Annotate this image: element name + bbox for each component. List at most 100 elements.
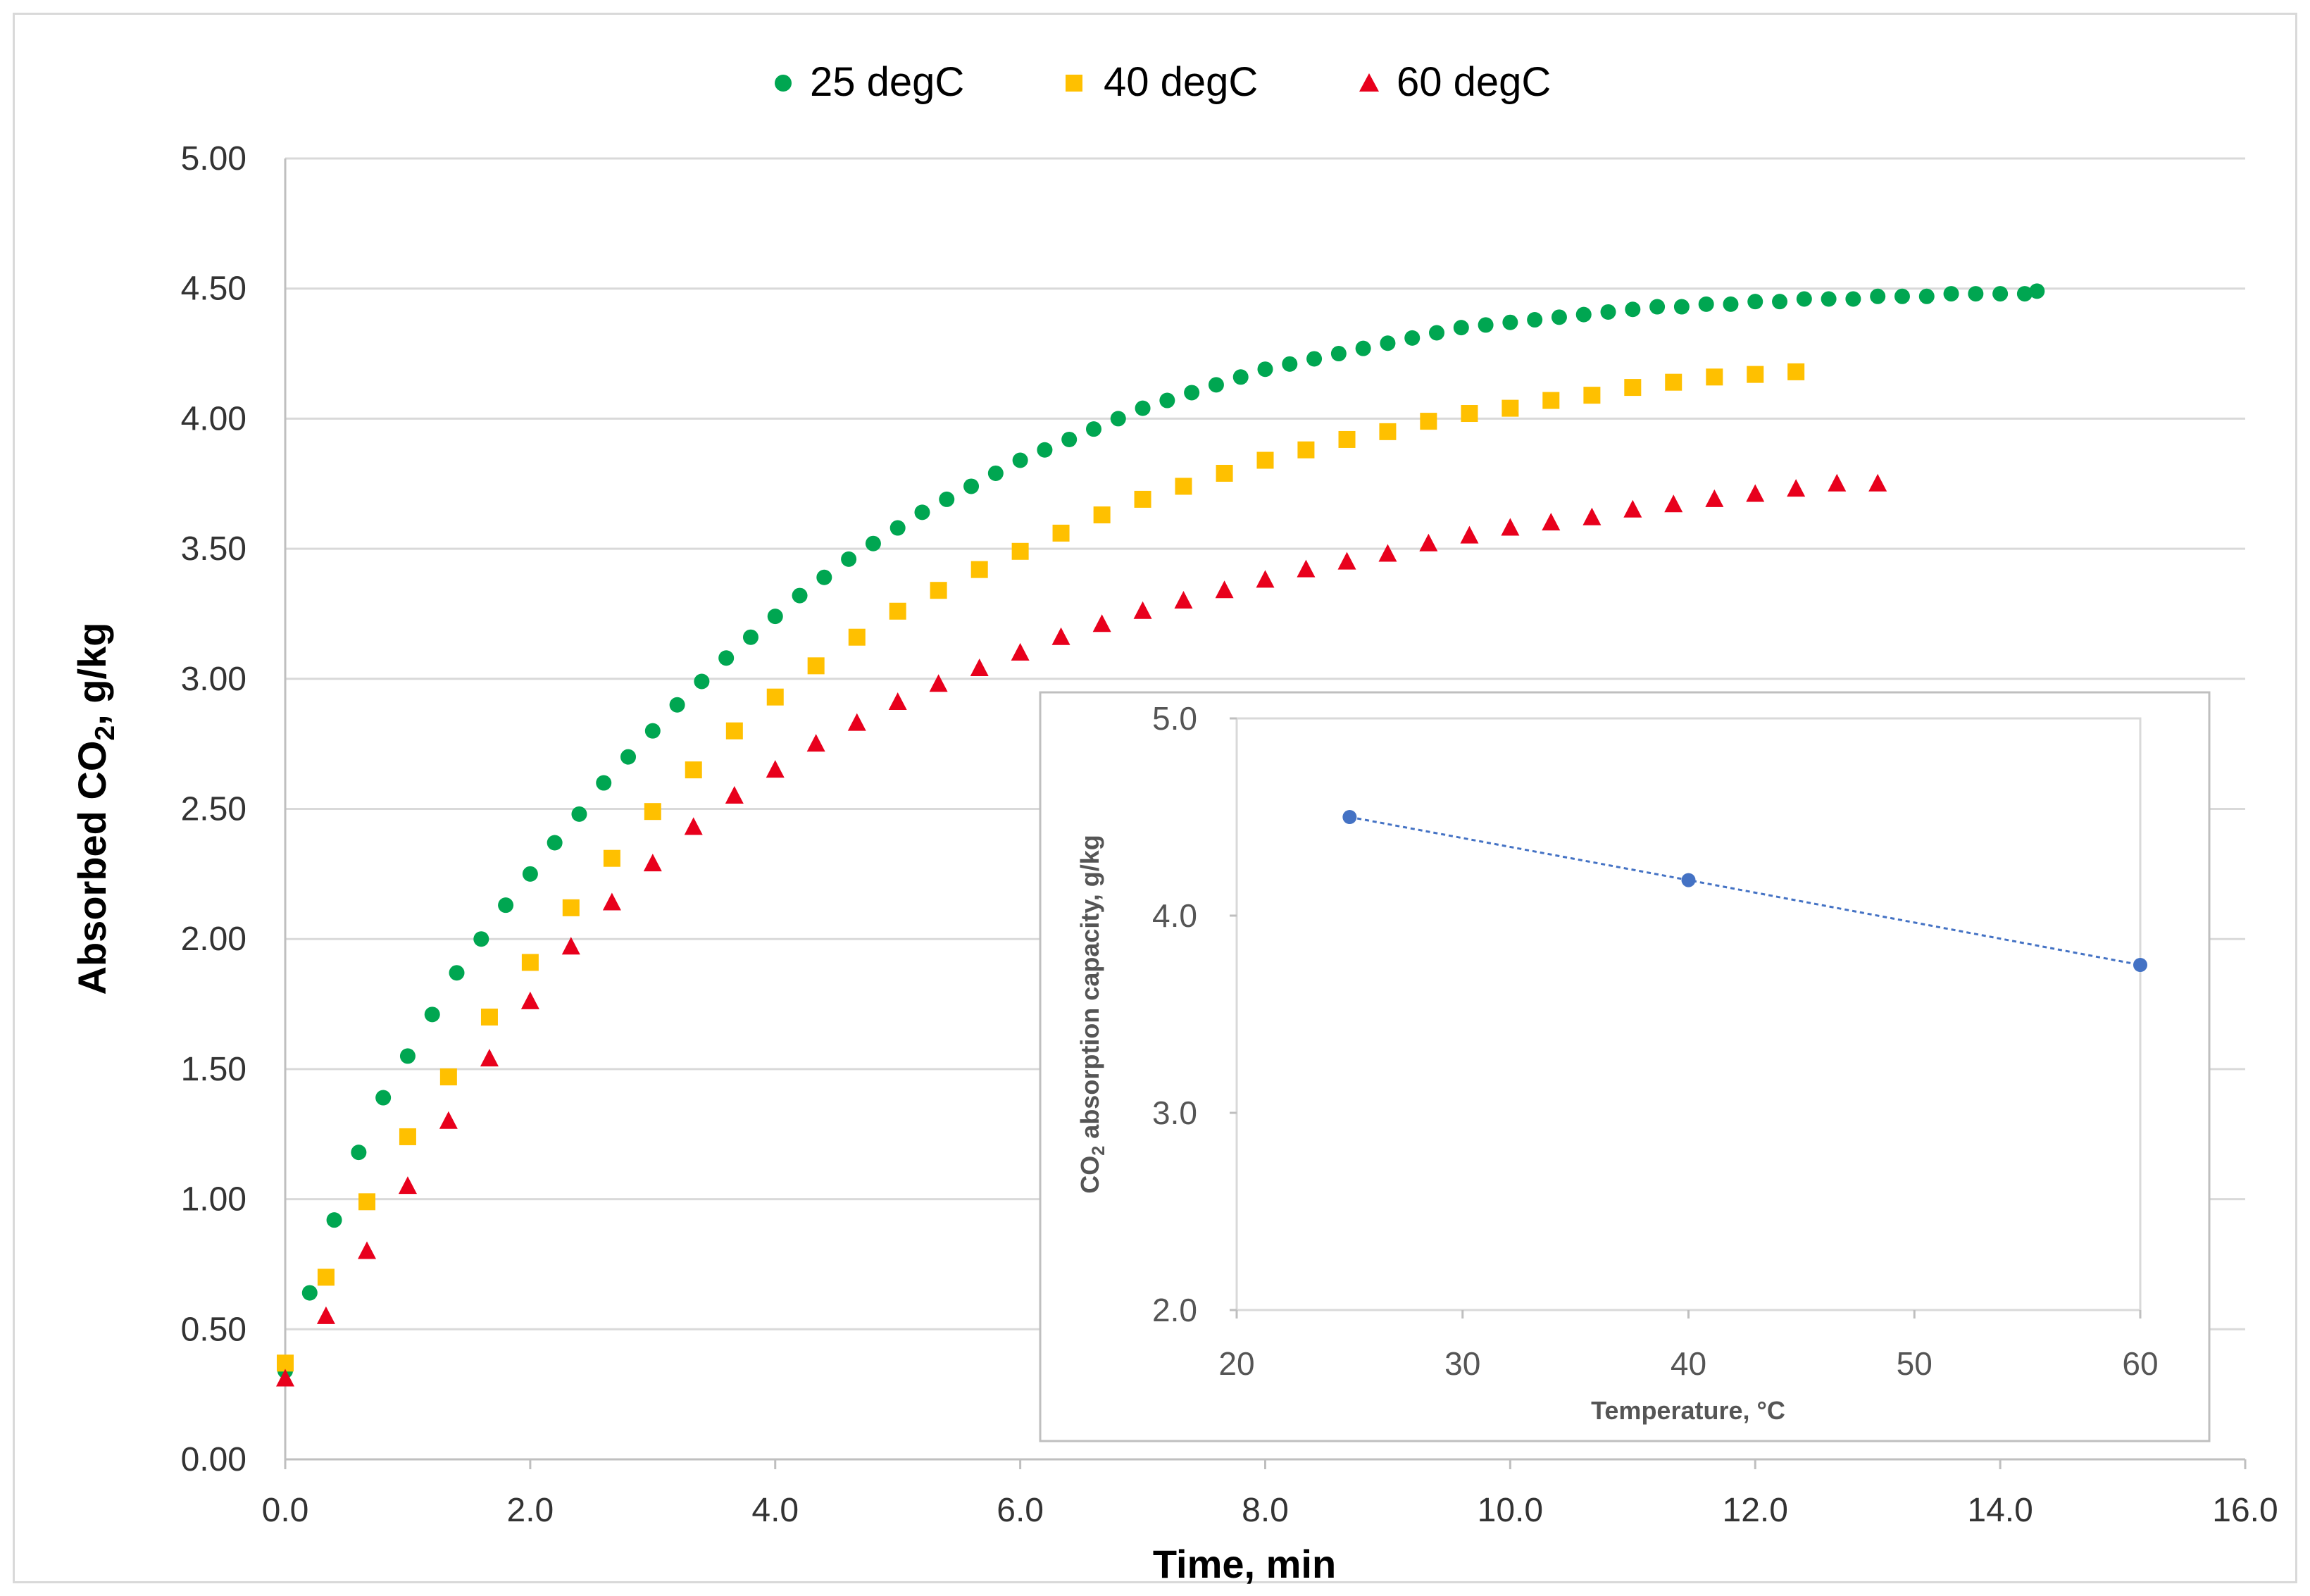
main-data-points: [276, 283, 2045, 1387]
data-point: [684, 817, 703, 835]
data-point: [1208, 377, 1224, 393]
data-point: [1968, 286, 1984, 302]
legend-label-40: 40 degC: [1104, 59, 1258, 105]
data-point: [792, 587, 808, 604]
main-x-tick-label: 14.0: [1967, 1492, 2033, 1529]
main-y-tick-label: 2.00: [181, 921, 246, 958]
data-point: [1215, 580, 1234, 599]
data-point: [1625, 301, 1641, 318]
legend-marker-60: [1359, 73, 1379, 92]
data-point: [1894, 288, 1910, 304]
data-point: [644, 803, 661, 821]
main-y-tick-label: 1.00: [181, 1181, 246, 1218]
data-point: [375, 1090, 392, 1106]
legend-marker-40: [1066, 75, 1082, 92]
data-point: [498, 897, 514, 914]
data-point: [596, 775, 612, 791]
data-point: [807, 657, 825, 675]
inset-y-tick-label: 3.0: [1152, 1095, 1197, 1131]
data-point: [1232, 369, 1249, 385]
data-point: [929, 674, 948, 692]
data-point: [521, 954, 539, 971]
data-point: [970, 659, 989, 677]
data-point: [561, 937, 580, 955]
data-point: [1061, 431, 1078, 447]
data-point: [1992, 286, 2009, 302]
data-point: [1379, 423, 1397, 440]
data-point: [1453, 320, 1469, 336]
data-point: [1011, 542, 1029, 560]
data-point: [1133, 601, 1152, 619]
data-point: [1135, 400, 1151, 416]
data-point: [1787, 479, 1806, 497]
data-point: [1282, 356, 1298, 372]
data-point: [847, 713, 866, 731]
legend-label-60: 60 degC: [1397, 59, 1551, 105]
data-point: [889, 520, 906, 536]
main-y-tick-label: 3.00: [181, 661, 246, 698]
data-point: [449, 965, 465, 981]
data-point: [939, 491, 955, 507]
data-point: [2029, 283, 2045, 299]
data-point: [1420, 413, 1437, 430]
data-point: [301, 1285, 318, 1301]
inset-y-tick-labels: 2.0 3.0 4.0 5.0: [1152, 700, 1237, 1328]
data-point: [1542, 513, 1561, 531]
data-point: [1216, 464, 1233, 482]
data-point: [1705, 489, 1724, 507]
main-y-tick-label: 2.50: [181, 791, 246, 828]
data-point: [1037, 442, 1053, 458]
data-point: [718, 650, 735, 666]
data-point: [326, 1212, 342, 1228]
inset-data-point: [1342, 810, 1357, 824]
data-point: [1747, 366, 1764, 383]
main-y-tick-label: 1.50: [181, 1051, 246, 1088]
data-point: [1600, 304, 1616, 320]
series-25-degC: [277, 283, 2045, 1379]
data-point: [970, 561, 988, 578]
data-point: [1175, 478, 1192, 495]
data-point: [1542, 392, 1560, 409]
data-point: [439, 1111, 458, 1129]
data-point: [1011, 642, 1030, 661]
data-point: [316, 1306, 335, 1324]
data-point: [1943, 286, 1959, 302]
main-x-axis-title: Time, min: [1153, 1542, 1336, 1586]
data-point: [317, 1268, 335, 1286]
data-point: [602, 892, 621, 911]
data-point: [1623, 499, 1642, 518]
data-point: [806, 734, 825, 752]
data-point: [987, 465, 1004, 481]
data-point: [1664, 494, 1683, 513]
data-point: [1868, 473, 1887, 492]
data-point: [473, 931, 489, 947]
data-point: [1747, 294, 1763, 310]
data-point: [1404, 330, 1421, 346]
data-point: [1174, 590, 1193, 609]
data-point: [547, 835, 563, 851]
legend-marker-25: [775, 75, 792, 92]
data-point: [1551, 309, 1567, 325]
inset-data-point: [1681, 873, 1696, 887]
data-point: [643, 854, 662, 872]
data-point: [480, 1049, 499, 1067]
data-point: [1698, 296, 1714, 312]
data-point: [1723, 296, 1739, 312]
data-point: [888, 692, 907, 711]
data-point: [1527, 312, 1543, 328]
main-y-tick-label: 5.00: [181, 140, 246, 177]
inset-y-axis-title: CO2 absorption capacity, g/kg: [1075, 835, 1109, 1193]
inset-y-tick-label: 2.0: [1152, 1292, 1197, 1328]
data-point: [1649, 299, 1666, 315]
inset-y-tick-label: 5.0: [1152, 700, 1197, 737]
main-y-tick-label: 4.00: [181, 400, 246, 437]
data-point: [669, 697, 685, 713]
inset-x-tick-labels: 20 30 40 50 60: [1218, 1310, 2159, 1382]
data-point: [603, 849, 620, 867]
data-point: [1159, 392, 1175, 409]
data-point: [1085, 421, 1101, 437]
data-point: [1461, 405, 1478, 423]
inset-x-axis-title: Temperature, °C: [1591, 1396, 1785, 1425]
main-x-tick-label: 12.0: [1723, 1492, 1788, 1529]
